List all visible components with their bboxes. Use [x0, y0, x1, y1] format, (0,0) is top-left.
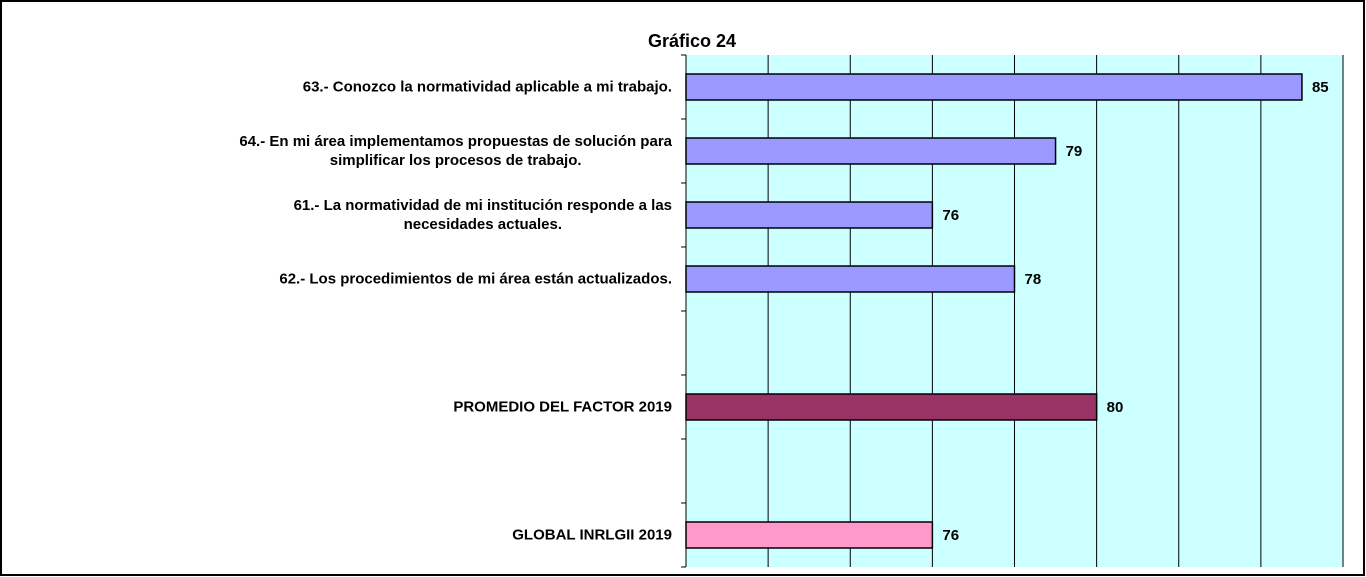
data-label: 76 — [942, 527, 959, 544]
y-tick-label: 62.- Los procedimientos de mi área están… — [279, 270, 672, 288]
data-label: 78 — [1025, 271, 1042, 288]
y-tick-label: PROMEDIO DEL FACTOR 2019 — [453, 398, 672, 416]
y-tick-label: 61.- La normatividad de mi institución r… — [293, 197, 672, 233]
bar — [685, 393, 1098, 421]
y-tick-label: 63.- Conozco la normatividad aplicable a… — [302, 78, 672, 96]
data-label: 80 — [1107, 399, 1124, 416]
y-tick-label: 64.- En mi área implementamos propuestas… — [239, 133, 672, 169]
bar — [685, 265, 1016, 293]
data-label: 76 — [942, 207, 959, 224]
data-label: 85 — [1312, 79, 1329, 96]
bar — [685, 201, 934, 229]
bar — [685, 73, 1303, 101]
y-tick-label: GLOBAL INRLGII 2019 — [512, 526, 672, 544]
bar — [685, 521, 934, 549]
data-label: 79 — [1066, 143, 1083, 160]
bar — [685, 137, 1057, 165]
chart-title: Gráfico 24 — [648, 31, 736, 51]
